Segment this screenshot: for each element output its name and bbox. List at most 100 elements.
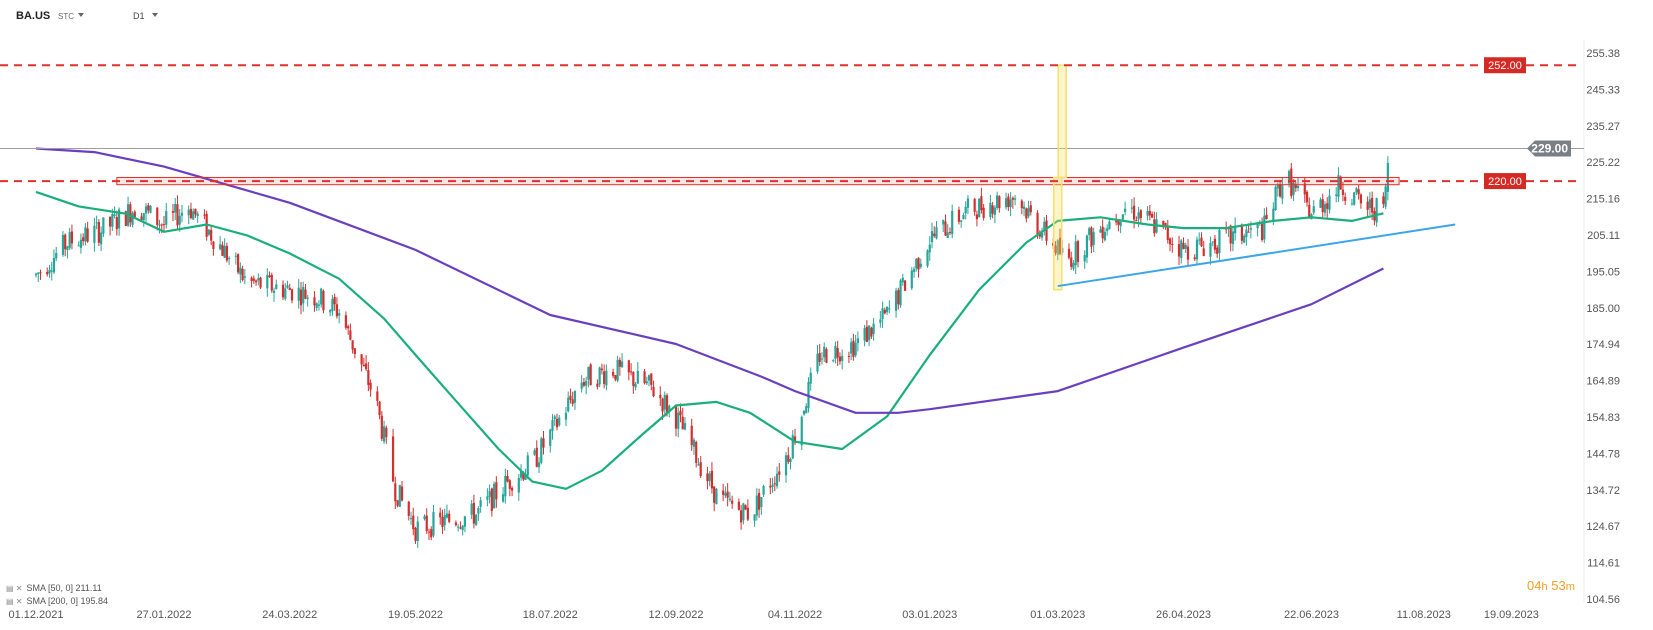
candle-body[interactable] <box>778 471 781 475</box>
candle-body[interactable] <box>885 307 889 313</box>
candle-body[interactable] <box>1245 229 1248 238</box>
candle-body[interactable] <box>1278 183 1282 197</box>
candle-body[interactable] <box>162 224 166 226</box>
candle-body[interactable] <box>472 502 475 524</box>
candle-body[interactable] <box>612 371 615 376</box>
candle-body[interactable] <box>742 503 745 521</box>
candle-body[interactable] <box>802 410 806 415</box>
level-252-tag[interactable]: 252.00 <box>1484 57 1526 74</box>
candle-body[interactable] <box>946 232 949 238</box>
candle-body[interactable] <box>692 439 696 447</box>
candle-body[interactable] <box>268 275 271 278</box>
candle-body[interactable] <box>784 455 788 476</box>
candle-body[interactable] <box>329 309 332 313</box>
candle-body[interactable] <box>266 275 269 289</box>
candle-body[interactable] <box>757 493 761 510</box>
candle-body[interactable] <box>1247 231 1250 233</box>
candle-body[interactable] <box>1056 240 1059 255</box>
candle-body[interactable] <box>517 477 520 493</box>
candle-body[interactable] <box>1166 225 1169 240</box>
candle-body[interactable] <box>1274 186 1277 210</box>
candle-body[interactable] <box>919 263 922 268</box>
candle-body[interactable] <box>385 427 388 438</box>
candle-body[interactable] <box>695 442 698 463</box>
candle-body[interactable] <box>665 395 669 413</box>
candle-body[interactable] <box>1106 228 1109 232</box>
candle-body[interactable] <box>1216 247 1219 254</box>
candle-body[interactable] <box>1261 223 1264 240</box>
candle-body[interactable] <box>219 244 222 250</box>
candle-body[interactable] <box>445 513 449 518</box>
candle-body[interactable] <box>441 517 444 528</box>
candle-body[interactable] <box>501 494 505 502</box>
candle-body[interactable] <box>1375 198 1378 223</box>
candle-body[interactable] <box>998 196 1001 209</box>
candle-body[interactable] <box>133 211 136 218</box>
candle-body[interactable] <box>52 258 56 273</box>
candle-body[interactable] <box>1256 222 1259 229</box>
candle-body[interactable] <box>174 203 177 213</box>
candle-body[interactable] <box>683 423 687 430</box>
candle-body[interactable] <box>558 417 561 426</box>
candle-body[interactable] <box>737 501 740 510</box>
candle-body[interactable] <box>46 271 49 275</box>
candle-body[interactable] <box>1117 219 1120 225</box>
candle-body[interactable] <box>129 204 132 223</box>
candle-body[interactable] <box>158 224 161 226</box>
candle-body[interactable] <box>551 419 554 431</box>
candle-body[interactable] <box>486 496 489 500</box>
candle-body[interactable] <box>724 493 727 496</box>
candle-body[interactable] <box>957 209 961 222</box>
candle-body[interactable] <box>1200 237 1203 247</box>
candle-body[interactable] <box>549 429 552 446</box>
candle-body[interactable] <box>901 277 904 283</box>
candle-body[interactable] <box>66 246 69 251</box>
candle-body[interactable] <box>37 272 40 274</box>
candle-body[interactable] <box>836 347 839 358</box>
candle-body[interactable] <box>585 380 588 386</box>
candle-body[interactable] <box>634 383 637 388</box>
candle-body[interactable] <box>64 234 67 250</box>
candle-body[interactable] <box>825 349 828 363</box>
candle-body[interactable] <box>973 198 976 212</box>
candle-body[interactable] <box>894 290 898 311</box>
candle-body[interactable] <box>805 406 808 414</box>
candle-body[interactable] <box>1357 189 1360 195</box>
candle-body[interactable] <box>978 198 981 218</box>
candle-body[interactable] <box>1119 222 1122 227</box>
legend-sma50[interactable]: ▤ ✕ SMA [50, 0] 211.11 <box>6 583 102 593</box>
candle-body[interactable] <box>679 410 682 416</box>
candle-body[interactable] <box>97 222 100 243</box>
candle-body[interactable] <box>180 212 184 216</box>
candle-body[interactable] <box>661 398 664 412</box>
candle-body[interactable] <box>495 482 498 500</box>
candle-body[interactable] <box>1153 219 1156 234</box>
candle-body[interactable] <box>690 425 693 446</box>
candle-body[interactable] <box>144 206 148 214</box>
candle-body[interactable] <box>416 521 419 541</box>
candle-body[interactable] <box>933 233 936 237</box>
candle-body[interactable] <box>569 395 572 400</box>
candle-body[interactable] <box>982 207 985 218</box>
candle-body[interactable] <box>865 326 868 342</box>
candle-body[interactable] <box>926 250 929 267</box>
candle-body[interactable] <box>1184 244 1187 249</box>
candle-body[interactable] <box>391 436 395 482</box>
candle-body[interactable] <box>744 505 747 510</box>
candle-body[interactable] <box>677 412 680 429</box>
candle-body[interactable] <box>306 297 309 299</box>
candle-body[interactable] <box>1218 229 1221 253</box>
candle-body[interactable] <box>1025 208 1028 219</box>
candle-body[interactable] <box>380 415 383 439</box>
candle-body[interactable] <box>115 217 118 230</box>
last-price-tag[interactable]: 229.00 <box>1527 140 1571 157</box>
candle-body[interactable] <box>1281 185 1284 199</box>
candle-body[interactable] <box>1177 244 1181 257</box>
candle-body[interactable] <box>196 213 199 217</box>
candle-body[interactable] <box>124 211 127 226</box>
candle-body[interactable] <box>210 229 213 241</box>
candle-body[interactable] <box>360 354 363 365</box>
candle-body[interactable] <box>362 364 365 367</box>
candle-body[interactable] <box>131 213 134 225</box>
candle-body[interactable] <box>1198 239 1201 241</box>
